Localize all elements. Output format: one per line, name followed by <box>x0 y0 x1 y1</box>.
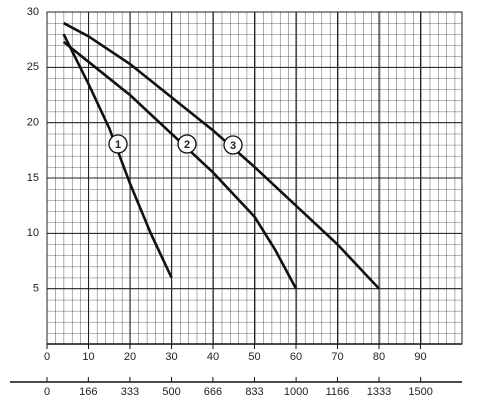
x2-tick-label: 833 <box>245 386 263 398</box>
curve-label-circle <box>223 135 243 155</box>
x-tick-label: 30 <box>165 351 177 363</box>
curve-label-circle <box>108 134 128 154</box>
x2-tick-label: 166 <box>79 386 97 398</box>
x2-tick-label: 0 <box>44 386 50 398</box>
x2-tick-label: 1166 <box>326 386 350 398</box>
curve-label-circle <box>177 134 197 154</box>
curve <box>62 33 173 279</box>
x2-tick-label: 1500 <box>408 386 432 398</box>
x-tick-label: 10 <box>82 351 94 363</box>
x-tick-label: 60 <box>290 351 302 363</box>
x2-tick-label: 1000 <box>284 386 308 398</box>
x2-tick-label: 666 <box>204 386 222 398</box>
curve <box>62 21 380 290</box>
x2-tick-label: 333 <box>121 386 139 398</box>
curve-label: 3 <box>230 140 236 152</box>
y-tick-label: 15 <box>27 172 39 184</box>
x-tick-label: 50 <box>248 351 260 363</box>
y-tick-label: 10 <box>27 227 39 239</box>
y-tick-label: 5 <box>33 283 39 295</box>
y-tick-label: 30 <box>27 6 39 18</box>
x-tick-label: 90 <box>414 351 426 363</box>
x-tick-label: 40 <box>207 351 219 363</box>
x-tick-label: 0 <box>44 351 50 363</box>
x-tick-label: 70 <box>331 351 343 363</box>
curve <box>62 40 298 290</box>
x2-tick-label: 1333 <box>367 386 391 398</box>
y-tick-label: 20 <box>27 117 39 129</box>
x-tick-label: 80 <box>373 351 385 363</box>
curve-label: 2 <box>184 139 190 151</box>
x2-tick-label: 500 <box>162 386 180 398</box>
y-tick-label: 25 <box>27 61 39 73</box>
curve-label: 1 <box>115 139 121 151</box>
x-tick-label: 20 <box>124 351 136 363</box>
